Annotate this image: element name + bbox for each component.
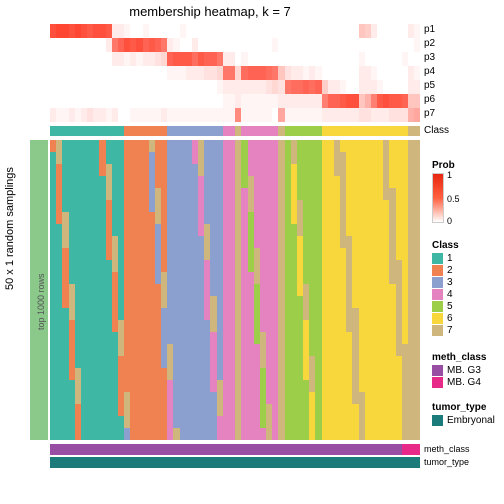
legend-item: 2 xyxy=(432,265,459,276)
class-annotation-strip xyxy=(50,126,420,136)
y-axis-sublabel: top 1000 rows xyxy=(36,273,46,330)
prob-row-label: p5 xyxy=(424,80,435,91)
prob-row-label: p3 xyxy=(424,52,435,63)
prob-gradient: 1 0.5 0 xyxy=(432,173,444,223)
grad-tick: 0 xyxy=(447,216,452,226)
tumor-type-strip xyxy=(50,457,420,468)
meth-strip-label: meth_class xyxy=(424,444,470,454)
legend-item: 4 xyxy=(432,289,459,300)
prob-row-label: p2 xyxy=(424,38,435,49)
legend-item: 1 xyxy=(432,253,459,264)
legend-item: 5 xyxy=(432,301,459,312)
legend-item: MB. G4 xyxy=(432,377,486,388)
prob-row-label: p4 xyxy=(424,66,435,77)
prob-row-label: p7 xyxy=(424,108,435,119)
meth-legend-title: meth_class xyxy=(432,352,486,363)
grad-tick: 1 xyxy=(447,170,452,180)
meth-class-strip xyxy=(50,444,420,455)
prob-legend: Prob 1 0.5 0 xyxy=(432,160,455,223)
class-legend-title: Class xyxy=(432,240,459,251)
prob-heatmap xyxy=(50,24,420,124)
class-legend: Class 1234567 xyxy=(432,240,459,337)
class-strip-label: Class xyxy=(424,125,449,136)
prob-row-label: p1 xyxy=(424,24,435,35)
legend-item: Embryonal xyxy=(432,415,495,426)
y-axis-label: 50 x 1 random samplings xyxy=(4,167,16,290)
tumor-legend: tumor_type Embryonal xyxy=(432,402,495,427)
legend-item: 3 xyxy=(432,277,459,288)
legend-item: 6 xyxy=(432,313,459,324)
grad-tick: 0.5 xyxy=(447,194,460,204)
chart-title: membership heatmap, k = 7 xyxy=(0,4,420,19)
main-heatmap xyxy=(50,140,420,440)
legend-item: MB. G3 xyxy=(432,365,486,376)
legend-item: 7 xyxy=(432,325,459,336)
tumor-strip-label: tumor_type xyxy=(424,457,469,467)
tumor-legend-title: tumor_type xyxy=(432,402,495,413)
meth-legend: meth_class MB. G3MB. G4 xyxy=(432,352,486,389)
prob-row-label: p6 xyxy=(424,94,435,105)
